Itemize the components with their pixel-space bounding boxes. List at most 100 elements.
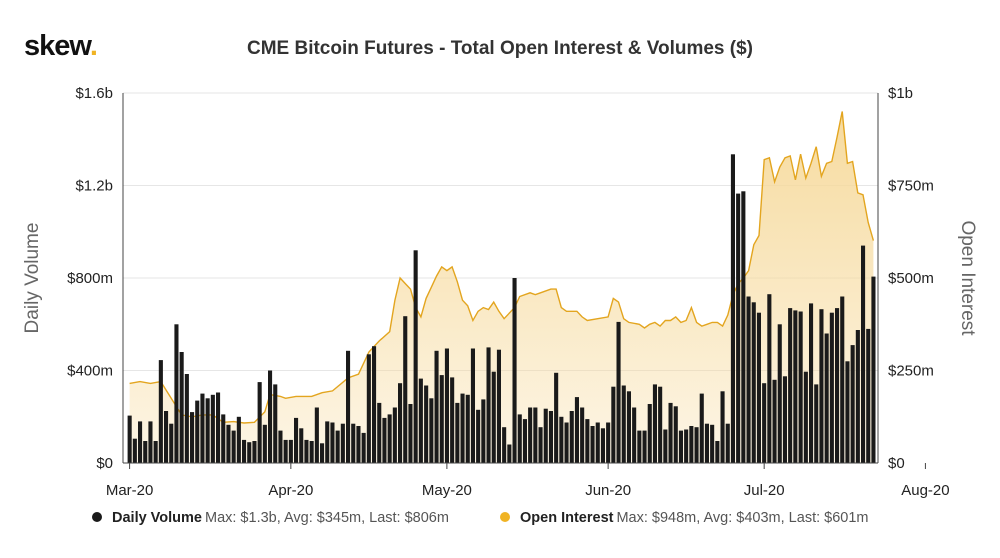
volume-bar: [158, 360, 163, 463]
volume-bar: [268, 370, 273, 463]
volume-bar: [678, 430, 683, 463]
volume-bar: [871, 276, 876, 463]
legend-marker-daily-volume: [92, 512, 102, 522]
y-right-tick-label: $250m: [888, 363, 934, 380]
volume-bar: [398, 383, 403, 463]
volume-bar: [580, 407, 585, 463]
volume-bar: [408, 404, 413, 463]
volume-bar: [476, 409, 481, 463]
volume-bar: [507, 444, 512, 463]
volume-bar: [444, 348, 449, 463]
volume-bar: [767, 294, 772, 463]
volume-bar: [195, 400, 200, 463]
legend-marker-open-interest: [500, 512, 510, 522]
volume-bar: [564, 422, 569, 463]
volume-bar: [554, 372, 559, 463]
volume-bar: [814, 384, 819, 463]
volume-bar: [392, 407, 397, 463]
volume-bar: [330, 422, 335, 463]
volume-bar: [840, 296, 845, 463]
volume-bar: [756, 312, 761, 463]
volume-bar: [788, 308, 793, 463]
volume-bar: [632, 407, 637, 463]
volume-bar: [320, 443, 325, 463]
legend-stats: Max: $948m, Avg: $403m, Last: $601m: [616, 510, 869, 526]
y-axis-left-title: Daily Volume: [22, 223, 43, 334]
volume-bar: [273, 384, 278, 463]
volume-bar: [782, 376, 787, 463]
volume-bar: [777, 324, 782, 464]
volume-bar: [626, 391, 631, 463]
volume-bar: [429, 398, 434, 464]
open-interest-fill: [129, 111, 874, 463]
volume-bar: [590, 426, 595, 463]
x-tick-label: Apr-20: [268, 482, 313, 499]
legend-stats: Max: $1.3b, Avg: $345m, Last: $806m: [204, 510, 449, 526]
volume-bar: [314, 407, 319, 463]
open-interest-line: [129, 111, 875, 424]
volume-bar: [772, 379, 777, 464]
volume-bar: [424, 385, 429, 463]
volume-bar: [372, 346, 377, 463]
x-tick-label: Mar-20: [106, 482, 154, 499]
y-left-tick-label: $800m: [67, 270, 113, 287]
volume-bar: [418, 378, 423, 463]
volume-bar: [169, 423, 174, 463]
volume-bar: [252, 441, 257, 463]
x-tick-label: Jul-20: [744, 482, 785, 499]
y-right-tick-label: $1b: [888, 85, 913, 102]
volume-bar: [288, 439, 293, 463]
legend-item-open-interest[interactable]: Open Interest Max: $948m, Avg: $403m, Las…: [500, 510, 868, 526]
volume-bar: [299, 428, 304, 463]
volume-bar: [294, 417, 299, 463]
volume-bar: [538, 427, 543, 463]
volume-bar: [413, 250, 418, 463]
volume-bar: [491, 371, 496, 463]
y-right-tick-label: $0: [888, 455, 905, 472]
y-left-tick-label: $0: [96, 455, 113, 472]
volume-bar: [439, 375, 444, 463]
volume-bar: [366, 354, 371, 463]
volume-bar: [309, 441, 314, 463]
volume-bar: [512, 278, 517, 463]
volume-bar: [730, 154, 735, 464]
volume-bar: [746, 296, 751, 463]
volume-bar: [231, 430, 236, 463]
volume-bar: [205, 398, 210, 464]
chart-title: CME Bitcoin Futures - Total Open Interes…: [246, 38, 753, 59]
y-left-tick-label: $1.6b: [75, 85, 113, 102]
volume-bar: [304, 439, 309, 463]
volume-bar: [164, 411, 169, 463]
volume-bar: [574, 397, 579, 463]
volume-bar: [455, 402, 460, 463]
volume-bar: [216, 392, 221, 463]
volume-bar: [704, 423, 709, 463]
volume-bar: [600, 428, 605, 463]
volume-bar: [658, 386, 663, 463]
logo-dot: .: [89, 30, 98, 62]
volume-bar: [242, 439, 247, 463]
volume-bar: [548, 411, 553, 463]
volume-bar: [335, 430, 340, 463]
volume-bar: [403, 316, 408, 463]
volume-bar: [153, 441, 158, 463]
volume-bar: [486, 347, 491, 463]
volume-bar: [684, 429, 689, 463]
volume-bar: [184, 374, 189, 463]
volume-bar: [741, 191, 746, 464]
volume-bar: [387, 414, 392, 463]
legend-item-daily-volume[interactable]: Daily Volume Max: $1.3b, Avg: $345m, Last…: [92, 510, 449, 526]
volume-bar: [283, 439, 288, 463]
legend-name: Open Interest: [520, 510, 614, 526]
volume-bar: [850, 345, 855, 463]
volume-bar: [559, 416, 564, 464]
volume-bar: [855, 330, 860, 463]
y-left-tick-label: $1.2b: [75, 178, 113, 195]
volume-bar: [845, 361, 850, 464]
volume-bar: [606, 422, 611, 463]
volume-bar: [127, 415, 132, 463]
volume-bar: [595, 422, 600, 463]
volume-bar: [528, 407, 533, 463]
volume-bar: [824, 333, 829, 463]
